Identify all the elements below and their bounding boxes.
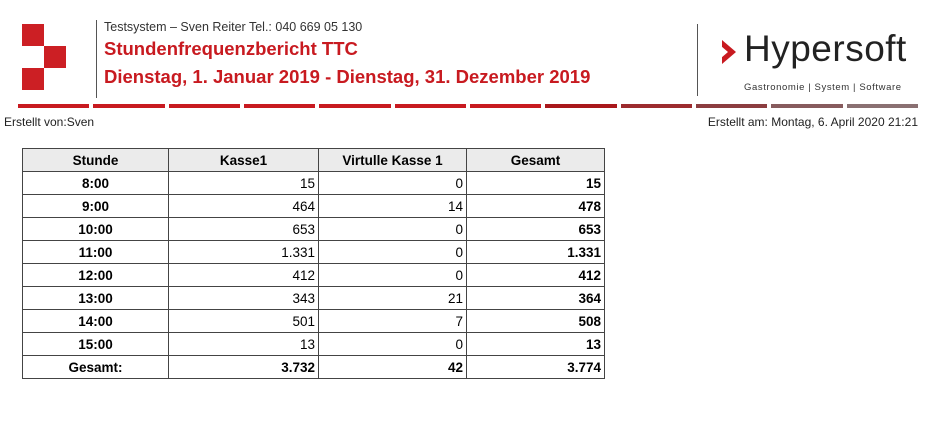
date-range: Dienstag, 1. Januar 2019 - Dienstag, 31.… xyxy=(104,66,591,87)
cell-register1: 653 xyxy=(168,217,319,241)
cell-total: 478 xyxy=(466,194,605,218)
cell-register1: 412 xyxy=(168,263,319,287)
table-row: 13:00 343 21 364 xyxy=(22,286,605,310)
cell-total: 508 xyxy=(466,309,605,333)
cell-total: 364 xyxy=(466,286,605,310)
cell-total: 13 xyxy=(466,332,605,356)
logo-icon xyxy=(22,24,66,90)
cell-hour: 10:00 xyxy=(22,217,169,241)
cell-virtual-register: 0 xyxy=(318,217,467,241)
cell-hour: 9:00 xyxy=(22,194,169,218)
cell-total: 15 xyxy=(466,171,605,195)
table-row: 11:00 1.331 0 1.331 xyxy=(22,240,605,264)
cell-total: 412 xyxy=(466,263,605,287)
cell-register1: 15 xyxy=(168,171,319,195)
column-header-hour: Stunde xyxy=(22,148,169,172)
cell-hour: 15:00 xyxy=(22,332,169,356)
table-row: 10:00 653 0 653 xyxy=(22,217,605,241)
brand-logo: Hypersoft Gastronomie | System | Softwar… xyxy=(708,26,918,96)
brand-name: Hypersoft xyxy=(744,28,907,69)
header-divider xyxy=(96,20,97,98)
cell-virtual-register: 0 xyxy=(318,240,467,264)
cell-grand-total: 3.774 xyxy=(466,355,605,379)
cell-hour: 14:00 xyxy=(22,309,169,333)
cell-total-register1: 3.732 xyxy=(168,355,319,379)
table-total-row: Gesamt: 3.732 42 3.774 xyxy=(22,355,605,379)
table-row: 14:00 501 7 508 xyxy=(22,309,605,333)
table-row: 12:00 412 0 412 xyxy=(22,263,605,287)
cell-virtual-register: 0 xyxy=(318,263,467,287)
cell-register1: 13 xyxy=(168,332,319,356)
header-stripe xyxy=(18,104,918,108)
column-header-total: Gesamt xyxy=(466,148,605,172)
report-title: Stundenfrequenzbericht TTC xyxy=(104,38,358,59)
column-header-register1: Kasse1 xyxy=(168,148,319,172)
created-by: Erstellt von:Sven xyxy=(4,115,95,129)
cell-hour: 11:00 xyxy=(22,240,169,264)
cell-hour: 13:00 xyxy=(22,286,169,310)
cell-register1: 464 xyxy=(168,194,319,218)
cell-hour: 12:00 xyxy=(22,263,169,287)
brand-divider xyxy=(697,24,698,96)
cell-virtual-register: 14 xyxy=(318,194,467,218)
created-at: Erstellt am: Montag, 6. April 2020 21:21 xyxy=(707,115,918,129)
table-header-row: Stunde Kasse1 Virtulle Kasse 1 Gesamt xyxy=(22,148,605,172)
column-header-virtual-register: Virtulle Kasse 1 xyxy=(318,148,467,172)
table-row: 9:00 464 14 478 xyxy=(22,194,605,218)
cell-register1: 501 xyxy=(168,309,319,333)
table-row: 15:00 13 0 13 xyxy=(22,332,605,356)
cell-register1: 1.331 xyxy=(168,240,319,264)
frequency-table: Stunde Kasse1 Virtulle Kasse 1 Gesamt 8:… xyxy=(22,148,605,379)
cell-total: 653 xyxy=(466,217,605,241)
cell-register1: 343 xyxy=(168,286,319,310)
cell-total-virtual-register: 42 xyxy=(318,355,467,379)
cell-hour: 8:00 xyxy=(22,171,169,195)
cell-virtual-register: 7 xyxy=(318,309,467,333)
table-row: 8:00 15 0 15 xyxy=(22,171,605,195)
cell-virtual-register: 0 xyxy=(318,171,467,195)
cell-virtual-register: 0 xyxy=(318,332,467,356)
cell-total-label: Gesamt: xyxy=(22,355,169,379)
company-line: Testsystem – Sven Reiter Tel.: 040 669 0… xyxy=(104,20,363,34)
brand-tagline: Gastronomie | System | Software xyxy=(744,82,902,93)
cell-total: 1.331 xyxy=(466,240,605,264)
cell-virtual-register: 21 xyxy=(318,286,467,310)
